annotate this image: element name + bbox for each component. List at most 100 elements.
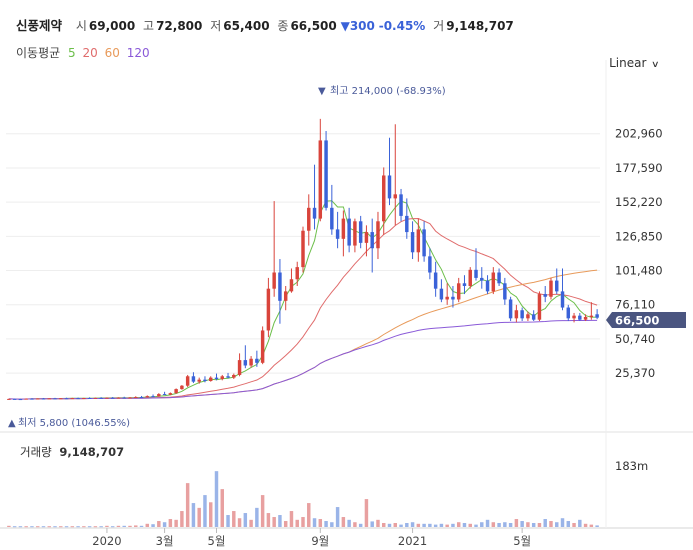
candle-body <box>220 376 224 379</box>
volume-bar <box>503 522 507 527</box>
volume-bar <box>214 471 219 527</box>
x-tick-label: 9월 <box>311 534 329 548</box>
candle-body <box>491 272 496 292</box>
volume-bar <box>110 526 115 528</box>
current-price: 66,500 <box>615 314 659 328</box>
candle-body <box>382 175 386 222</box>
volume-title-label: 거래량 <box>20 445 52 459</box>
ma-legend: 이동평균 5 20 60 120 <box>16 44 153 61</box>
volume-bar <box>364 499 369 527</box>
scale-dropdown[interactable]: Linear ∨ <box>609 56 660 70</box>
candle-body <box>145 396 150 398</box>
candle-body <box>347 218 351 246</box>
volume-bar <box>462 523 467 527</box>
ma-legend-120[interactable]: 120 <box>126 46 150 60</box>
volume-bar <box>531 523 536 527</box>
x-tick-label: 2020 <box>92 534 121 548</box>
candle-body <box>503 283 507 300</box>
candle-body <box>456 283 461 300</box>
candle-body <box>122 397 126 399</box>
volume-bar <box>76 526 80 528</box>
candle-body <box>387 175 392 199</box>
candle-body <box>439 288 444 300</box>
high-label: 고 <box>143 19 155 33</box>
candle-body <box>485 280 490 292</box>
candle-body <box>543 294 547 297</box>
volume-bar <box>537 523 542 527</box>
candle-body <box>295 267 299 280</box>
volume-bar <box>543 519 547 527</box>
volume-bar <box>122 525 126 527</box>
candle-body <box>462 283 467 286</box>
volume-bar <box>549 521 553 527</box>
candle-body <box>307 207 311 231</box>
current-price-badge: 66,500 <box>606 312 686 328</box>
x-tick-label: 5월 <box>208 534 226 548</box>
volume-bar <box>307 503 311 527</box>
candle-body <box>358 221 363 243</box>
ma-legend-60[interactable]: 60 <box>104 46 120 60</box>
candle-body <box>531 314 536 320</box>
candle-body <box>508 299 513 319</box>
candle-body <box>589 315 594 317</box>
volume-bar <box>445 524 449 527</box>
change-down-icon: ▼ <box>340 19 350 33</box>
candle-body <box>480 277 484 281</box>
axes: 25,370 50,740 76,110 101,480 126,850 152,220 1… <box>92 127 662 548</box>
candle-body <box>422 229 426 257</box>
candle-body <box>353 221 357 246</box>
ma-line-ma60 <box>8 269 598 400</box>
volume-bar <box>324 521 328 527</box>
candle-body <box>514 310 519 319</box>
low-annotation-arrow: ▲ <box>8 418 16 429</box>
candle-body <box>12 398 17 400</box>
volume-bar <box>53 526 57 528</box>
volume-bar <box>566 521 571 527</box>
candle-body <box>203 379 207 382</box>
candle-body <box>157 394 161 397</box>
volume-bar <box>24 526 28 528</box>
candle-body <box>180 385 184 390</box>
volume-bar <box>508 523 513 527</box>
y-tick-label: 101,480 <box>615 264 663 278</box>
candle-body <box>208 377 213 382</box>
volume-bar <box>485 519 490 527</box>
volume-bar <box>41 526 46 528</box>
volume-bar <box>35 526 40 528</box>
volume-bar <box>301 517 305 527</box>
candle-body <box>110 397 115 399</box>
ma-legend-5[interactable]: 5 <box>68 46 76 60</box>
open-value: 69,000 <box>88 19 136 33</box>
candle-body <box>289 279 294 292</box>
candle-body <box>76 398 80 400</box>
y-tick-label: 202,960 <box>615 127 663 141</box>
volume-bar <box>514 519 519 527</box>
candle-body <box>497 272 501 284</box>
volume-bar <box>347 519 351 527</box>
volume-bar <box>422 523 426 527</box>
volume-bar <box>249 519 253 527</box>
x-tick-label: 5월 <box>513 534 531 548</box>
volume-bar <box>497 523 501 527</box>
candle-body <box>474 269 478 278</box>
candle-body <box>445 296 449 300</box>
candle-body <box>468 269 472 286</box>
volume-bar <box>480 522 484 527</box>
volume-bar <box>428 523 432 527</box>
open-label: 시 <box>75 19 87 33</box>
candle-body <box>376 221 380 249</box>
volume-bar <box>295 519 299 527</box>
volume-bar <box>451 523 455 527</box>
volume-bar <box>572 523 576 527</box>
candle-body <box>560 291 565 308</box>
volume-bar <box>312 518 317 527</box>
volume-bar <box>376 519 380 527</box>
volume-bar <box>405 523 409 527</box>
candle-body <box>151 396 155 398</box>
ma-legend-20[interactable]: 20 <box>82 46 98 60</box>
candle-body <box>93 397 98 399</box>
volume-bar <box>191 503 196 527</box>
y-tick-label: 177,590 <box>615 161 663 175</box>
candle-body <box>595 314 599 318</box>
